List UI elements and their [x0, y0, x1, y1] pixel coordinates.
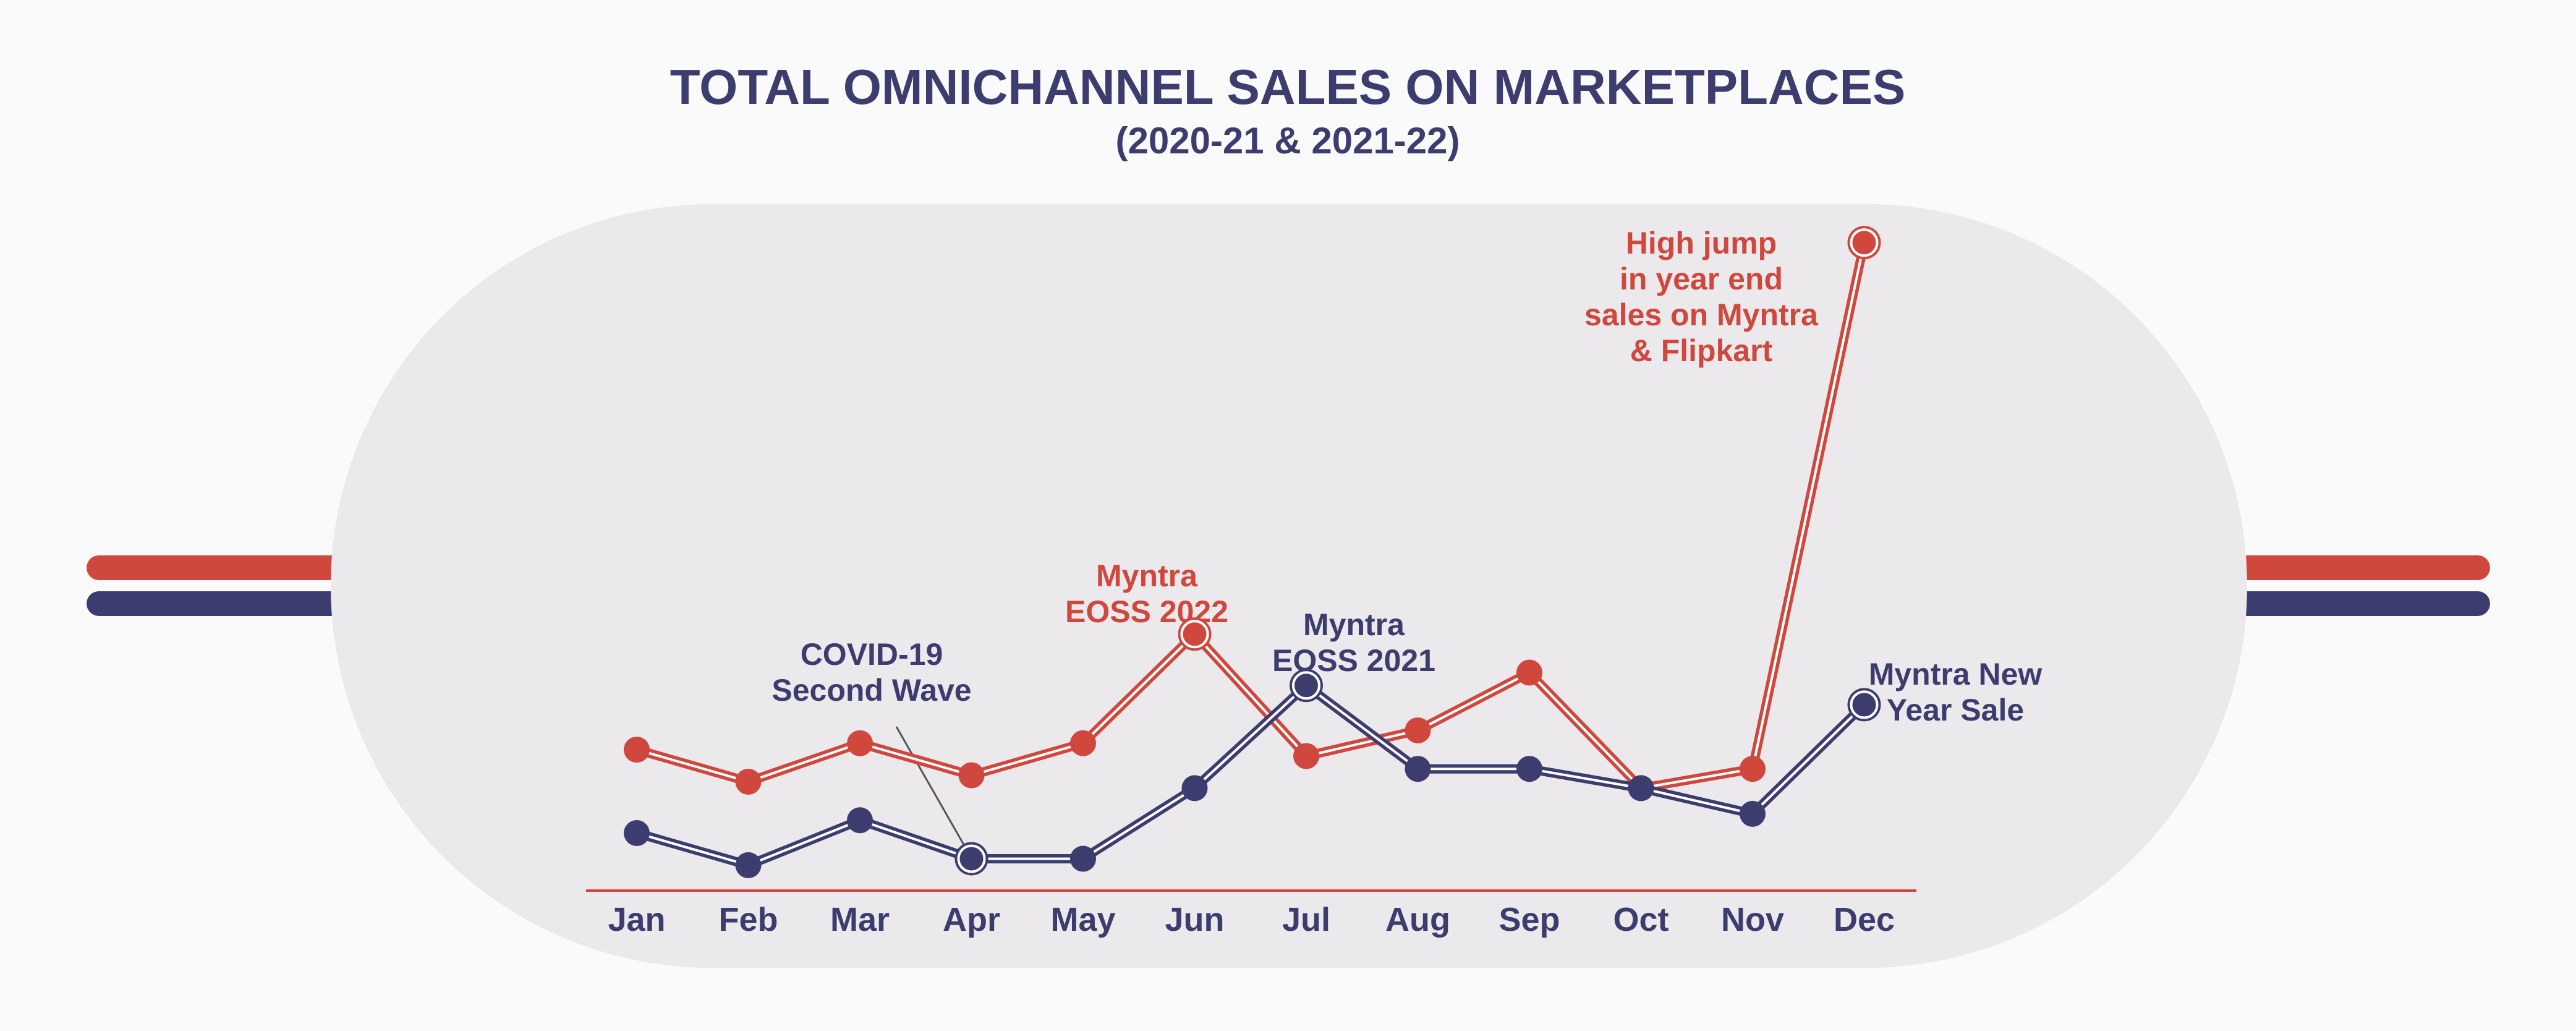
series-layer [624, 226, 1881, 878]
series-2020-21 [624, 669, 1881, 878]
annotation-text: Myntra New Year Sale [1869, 657, 2043, 727]
x-tick-label: Sep [1498, 901, 1560, 938]
data-point-2020-21-oct [1628, 775, 1654, 802]
data-point-2020-21-aug [1405, 756, 1431, 782]
x-tick-label: Dec [1834, 901, 1895, 938]
data-point-2020-21-jun [1181, 775, 1208, 802]
annotation-leader-line [895, 726, 965, 846]
data-point-ring-2021-22-jun [1180, 620, 1209, 649]
data-point-2020-21-apr [954, 842, 988, 876]
data-point-2021-22-jul [1293, 743, 1319, 769]
annotation-text: High jump in year end sales on Myntra & Fli… [1584, 226, 1819, 368]
data-point-2020-21-dec [1847, 688, 1881, 722]
annotation-4: Myntra New Year Sale [1869, 657, 2043, 727]
data-point-2021-22-aug [1405, 717, 1431, 743]
series-2021-22 [624, 226, 1881, 802]
data-point-2020-21-nov [1740, 800, 1766, 827]
x-tick-label: Jan [608, 901, 665, 938]
data-point-ring-2020-21-jul [1292, 671, 1320, 700]
data-point-2020-21-mar [847, 807, 873, 834]
data-point-2020-21-jan [624, 819, 650, 846]
data-point-ring-2020-21-dec [1850, 690, 1879, 719]
x-tick-label: Oct [1613, 901, 1668, 938]
chart-title: TOTAL OMNICHANNEL SALES ON MARKETPLACES [670, 59, 1906, 114]
series-line-inner-2021-22 [636, 242, 1866, 790]
x-tick-label: Nov [1721, 901, 1784, 938]
right-red-stripe [2182, 555, 2490, 580]
annotation-3: High jump in year end sales on Myntra & Fli… [1584, 226, 1819, 368]
data-point-ring-2021-22-dec [1850, 228, 1879, 257]
x-tick-label: Feb [718, 901, 778, 938]
data-point-ring-2020-21-apr [957, 844, 986, 873]
series-line-inner-2020-21 [636, 684, 1865, 866]
chart-background-capsule [331, 204, 2247, 968]
data-point-2020-21-sep [1516, 756, 1542, 782]
data-point-2021-22-feb [735, 768, 762, 795]
data-point-2021-22-mar [847, 730, 873, 756]
x-tick-label: May [1050, 901, 1115, 938]
data-point-2021-22-jan [624, 737, 650, 763]
annotation-0: COVID-19 Second Wave [772, 637, 972, 846]
data-point-2021-22-jun [1178, 617, 1212, 651]
data-point-2020-21-jul [1290, 669, 1323, 703]
data-point-2021-22-sep [1516, 659, 1542, 686]
x-tick-label: Apr [943, 901, 1000, 938]
x-tick-label: Jul [1282, 901, 1330, 938]
data-point-2021-22-nov [1740, 756, 1766, 782]
x-tick-label: Jun [1165, 901, 1224, 938]
right-navy-stripe [2182, 591, 2490, 616]
data-point-2020-21-feb [735, 852, 762, 878]
annotation-text: COVID-19 Second Wave [772, 637, 971, 708]
data-point-2021-22-may [1070, 730, 1096, 756]
data-point-2020-21-may [1070, 845, 1096, 872]
left-navy-stripe [87, 591, 396, 616]
left-red-stripe [87, 555, 396, 580]
data-point-2021-22-dec [1847, 226, 1881, 260]
data-point-2021-22-apr [958, 762, 985, 789]
chart-subtitle: (2020-21 & 2021-22) [1115, 120, 1460, 161]
x-tick-label: Aug [1385, 901, 1450, 938]
x-axis-ticks: Jan Feb Mar Apr May Jun Jul Aug Sep Oct Nov Dec [608, 901, 1895, 938]
x-tick-label: Mar [830, 901, 890, 938]
